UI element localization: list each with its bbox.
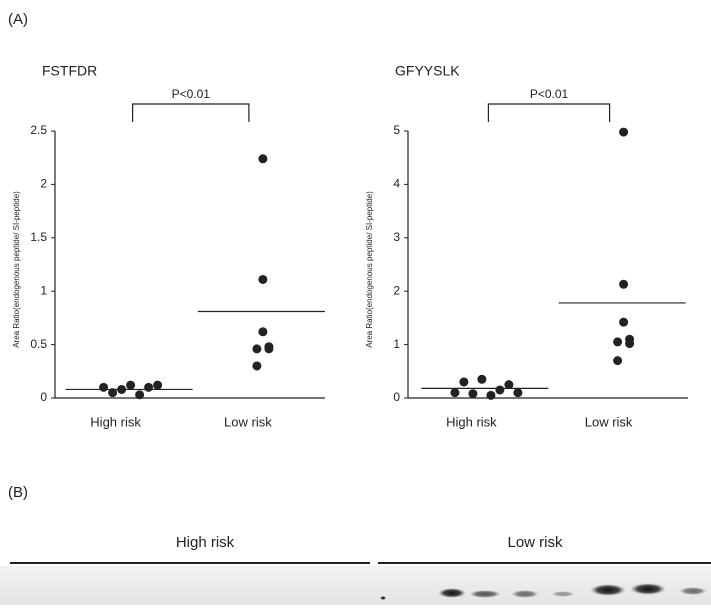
data-point — [144, 383, 153, 392]
data-point — [495, 385, 504, 394]
data-point — [486, 391, 495, 400]
y-tick-label: 2.5 — [30, 123, 47, 137]
blot-band — [511, 590, 539, 598]
blot-band — [590, 584, 626, 596]
data-point — [126, 381, 135, 390]
y-tick-label: 1.5 — [30, 230, 47, 244]
figure: (A) (B) High risk Low risk FSTFDR Area Ra… — [0, 0, 711, 605]
y-tick-label: 2 — [393, 283, 400, 297]
data-point — [99, 383, 108, 392]
panel-label: (A) — [8, 11, 28, 28]
y-tick-label: 0.5 — [30, 337, 47, 351]
group-label: High risk — [176, 534, 235, 551]
x-tick-label: Low risk — [224, 414, 272, 429]
data-point — [252, 361, 261, 370]
data-point — [613, 356, 622, 365]
x-tick-label: High risk — [446, 414, 497, 429]
data-point — [613, 337, 622, 346]
blot-band — [438, 588, 466, 598]
blot-band — [679, 587, 707, 595]
blot-band — [469, 590, 501, 598]
group-label: Low risk — [507, 534, 563, 551]
data-point — [477, 375, 486, 384]
panel-label: (B) — [8, 484, 28, 501]
y-axis-label: Area Ratio(endogenous peptide/ SI-peptid… — [12, 191, 21, 348]
data-point — [625, 339, 634, 348]
y-tick-label: 5 — [393, 123, 400, 137]
data-point — [513, 388, 522, 397]
data-point — [459, 377, 468, 386]
blot-band — [380, 596, 386, 600]
data-point — [258, 154, 267, 163]
chart-title: GFYYSLK — [395, 63, 460, 79]
chart-title: FSTFDR — [42, 63, 97, 79]
y-tick-label: 0 — [393, 390, 400, 404]
data-point — [450, 388, 459, 397]
x-tick-label: Low risk — [585, 414, 633, 429]
data-point — [468, 389, 477, 398]
y-axis-label: Area Ratio(endogenous peptide/ SI-peptid… — [365, 191, 374, 348]
data-point — [264, 344, 273, 353]
y-tick-label: 4 — [393, 177, 400, 191]
annotation: P<0.01 — [530, 87, 569, 101]
data-point — [258, 275, 267, 284]
data-point — [258, 327, 267, 336]
data-point — [153, 381, 162, 390]
y-tick-label: 2 — [40, 177, 47, 191]
y-tick-label: 1 — [393, 337, 400, 351]
blot-band — [551, 591, 575, 597]
data-point — [619, 280, 628, 289]
y-tick-label: 1 — [40, 283, 47, 297]
data-point — [619, 128, 628, 137]
y-tick-label: 3 — [393, 230, 400, 244]
blot-band — [630, 583, 666, 595]
x-tick-label: High risk — [90, 414, 141, 429]
data-point — [135, 390, 144, 399]
annotation: P<0.01 — [172, 87, 211, 101]
data-point — [619, 318, 628, 327]
y-tick-label: 0 — [40, 390, 47, 404]
data-point — [252, 344, 261, 353]
